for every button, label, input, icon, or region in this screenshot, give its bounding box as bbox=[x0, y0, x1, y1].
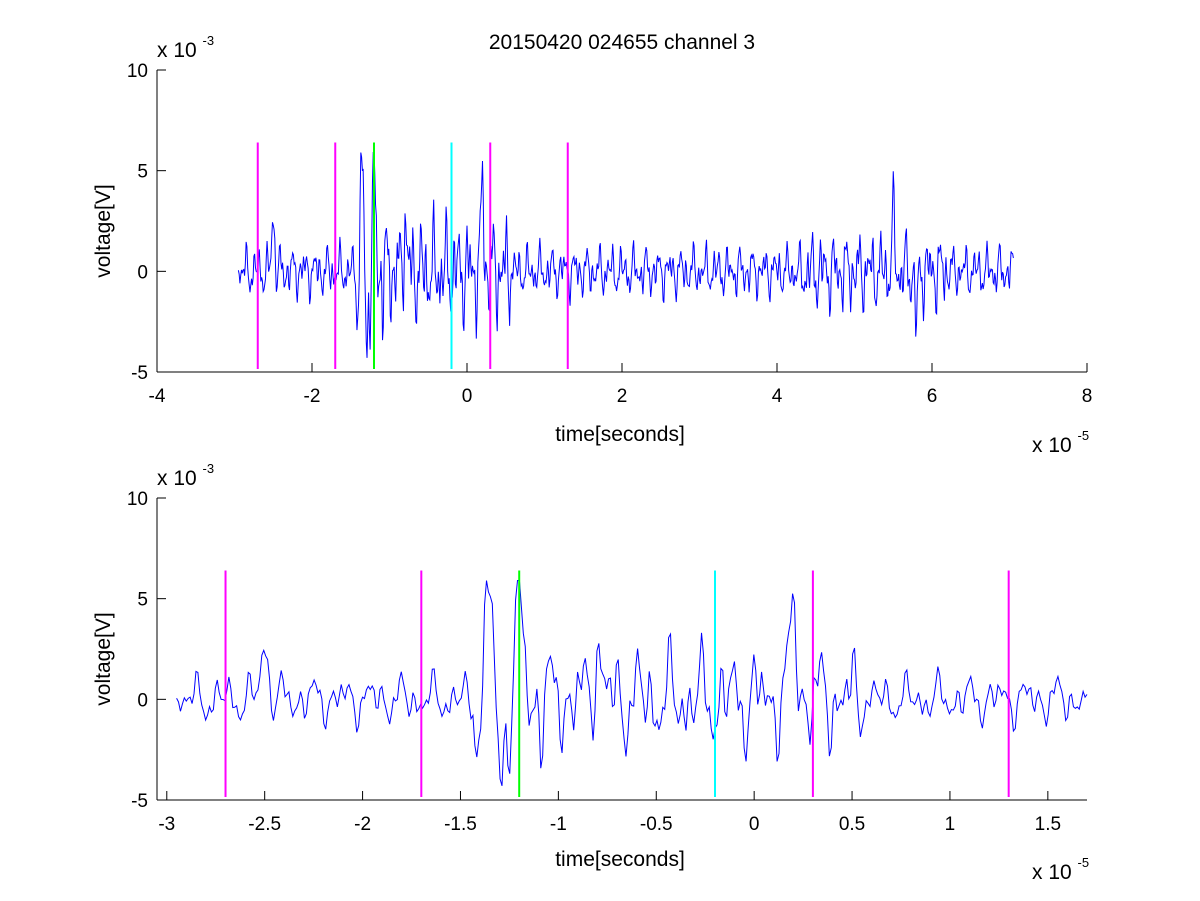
y-tick-label: 5 bbox=[137, 162, 148, 183]
x-tick-label: 6 bbox=[927, 386, 938, 407]
y-tick-label: 5 bbox=[137, 590, 148, 611]
voltage-trace bbox=[176, 580, 1088, 787]
figure-title: 20150420 024655 channel 3 bbox=[489, 31, 755, 54]
x-tick-label: -1.5 bbox=[444, 814, 477, 835]
x-tick-label: -2.5 bbox=[248, 814, 281, 835]
y-scale-exponent-label: x 10 -3 bbox=[157, 461, 214, 490]
x-tick-label: -3 bbox=[158, 814, 175, 835]
y-scale-exponent-label: x 10 -3 bbox=[157, 33, 214, 62]
x-tick-label: 1.5 bbox=[1035, 814, 1061, 835]
y-axis-label: voltage[V] bbox=[92, 612, 115, 705]
x-tick-label: 0 bbox=[462, 386, 473, 407]
x-tick-label: 0.5 bbox=[839, 814, 865, 835]
x-tick-label: -1 bbox=[550, 814, 567, 835]
x-scale-exponent-label: x 10 -5 bbox=[1032, 855, 1089, 884]
x-tick-label: -0.5 bbox=[640, 814, 673, 835]
y-tick-label: 0 bbox=[137, 690, 148, 711]
x-tick-label: 8 bbox=[1082, 386, 1093, 407]
y-tick-label: -5 bbox=[131, 791, 148, 812]
top-axes: -4 -2 0 2 4 6 8 -5 0 5 10 time[seconds] voltage[V] x … bbox=[92, 33, 1092, 457]
x-tick-label: -2 bbox=[304, 386, 321, 407]
x-tick-label: 1 bbox=[945, 814, 956, 835]
bottom-axes: -3 -2.5 -2 -1.5 -1 -0.5 0 0.5 1 1.5 -5 0 5 10 time[sec… bbox=[92, 461, 1089, 884]
x-scale-exponent-label: x 10 -5 bbox=[1032, 428, 1089, 457]
x-tick-label: -2 bbox=[354, 814, 371, 835]
y-axis-label: voltage[V] bbox=[92, 184, 115, 277]
y-tick-label: 10 bbox=[127, 61, 148, 82]
y-tick-label: 10 bbox=[127, 489, 148, 510]
x-axis-label: time[seconds] bbox=[555, 848, 685, 871]
x-axis-label: time[seconds] bbox=[555, 423, 685, 446]
x-tick-label: 2 bbox=[617, 386, 628, 407]
x-tick-label: -4 bbox=[149, 386, 166, 407]
y-tick-label: -5 bbox=[131, 363, 148, 384]
x-tick-label: 4 bbox=[772, 386, 783, 407]
voltage-trace bbox=[237, 152, 1014, 358]
x-tick-label: 0 bbox=[749, 814, 760, 835]
y-tick-label: 0 bbox=[137, 262, 148, 283]
